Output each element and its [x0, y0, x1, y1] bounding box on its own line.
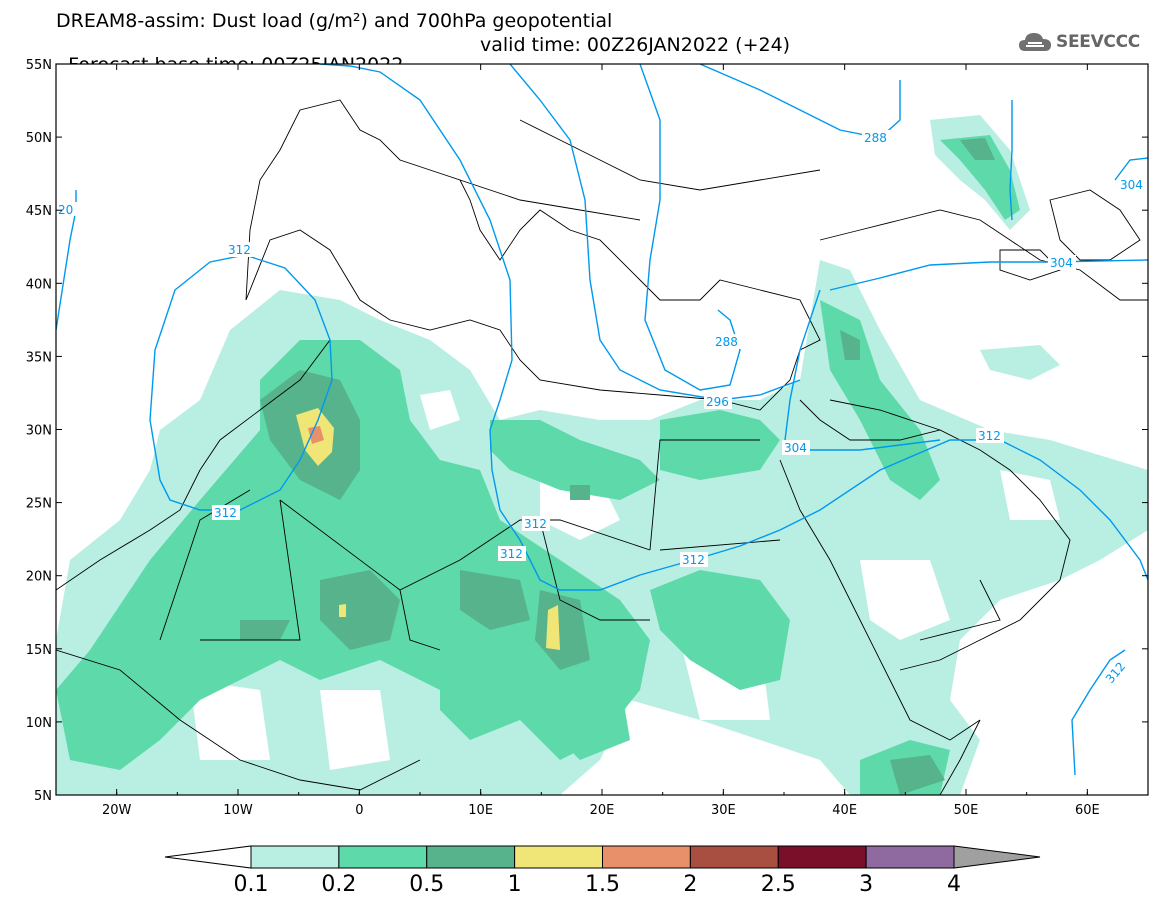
- lon-label: 10E: [468, 803, 493, 818]
- contour-label: 312: [214, 506, 237, 520]
- colorbar-swatch: [689, 845, 779, 869]
- contour-label: 312: [524, 517, 547, 531]
- logo-text: SEEVCCC: [1056, 32, 1140, 52]
- contour-label: 288: [715, 335, 738, 349]
- lon-label: 50E: [954, 803, 979, 818]
- map-axes: 55N 50N 45N 40N 35N 30N 25N 20N 15N 10N 5N 20W 10W 0 1…: [26, 58, 1149, 818]
- lat-label: 35N: [26, 350, 52, 365]
- colorbar-low-arrow: [164, 845, 252, 869]
- lon-label: 20W: [102, 803, 132, 818]
- map-title: DREAM8-assim: Dust load (g/m²) and 700hP…: [56, 10, 613, 32]
- lat-label: 5N: [34, 789, 52, 804]
- contour-label: 312: [682, 553, 705, 567]
- colorbar-swatch: [250, 845, 340, 869]
- colorbar-label: 4: [947, 872, 961, 897]
- lon-label: 60E: [1075, 803, 1100, 818]
- lon-label: 20E: [590, 803, 615, 818]
- contour-label: 304: [1050, 256, 1073, 270]
- colorbar: 0.1 0.2 0.5 1 1.5 2 2.5 3 4: [164, 845, 1041, 897]
- lat-label: 30N: [26, 424, 52, 439]
- lat-label: 20N: [26, 570, 52, 585]
- contour-label: 312: [978, 429, 1001, 443]
- colorbar-swatch: [602, 845, 691, 869]
- colorbar-label: 3: [859, 872, 873, 897]
- colorbar-label: 1.5: [585, 872, 620, 897]
- colorbar-label: 2: [683, 872, 697, 897]
- lat-label: 10N: [26, 716, 52, 731]
- lat-label: 45N: [26, 204, 52, 219]
- lat-label: 55N: [26, 58, 52, 73]
- colorbar-high-arrow: [953, 845, 1041, 869]
- contour-label: 304: [1120, 178, 1143, 192]
- lon-label: 30E: [711, 803, 736, 818]
- lat-label: 25N: [26, 497, 52, 512]
- lat-label: 15N: [26, 643, 52, 658]
- colorbar-label: 0.1: [234, 872, 269, 897]
- lon-label: 0: [355, 803, 363, 818]
- contour-label: 312: [228, 243, 251, 257]
- valid-time: valid time: 00Z26JAN2022 (+24): [480, 34, 791, 56]
- lat-label: 40N: [26, 277, 52, 292]
- colorbar-swatch: [338, 845, 428, 869]
- colorbar-swatch: [777, 845, 867, 869]
- contour-label: 296: [706, 395, 729, 409]
- seevccc-logo: SEEVCCC: [1018, 26, 1140, 58]
- colorbar-label: 1: [508, 872, 522, 897]
- cloud-icon: [1019, 33, 1051, 51]
- colorbar-swatch: [426, 845, 516, 869]
- contour-labels: 20 312 288 304 304 288 296 304 312 312 3…: [56, 130, 1146, 686]
- colorbar-label: 0.2: [321, 872, 356, 897]
- contour-label: 312: [500, 547, 523, 561]
- colorbar-label: 2.5: [761, 872, 796, 897]
- coastlines: [56, 99, 1148, 795]
- lon-label: 10W: [223, 803, 253, 818]
- contour-label: 288: [864, 131, 887, 145]
- colorbar-swatch: [514, 845, 603, 869]
- lat-label: 50N: [26, 131, 52, 146]
- colorbar-swatch: [865, 845, 955, 869]
- lon-label: 40E: [832, 803, 857, 818]
- contour-label: 20: [58, 203, 73, 217]
- colorbar-label: 0.5: [409, 872, 444, 897]
- contour-label: 304: [784, 441, 807, 455]
